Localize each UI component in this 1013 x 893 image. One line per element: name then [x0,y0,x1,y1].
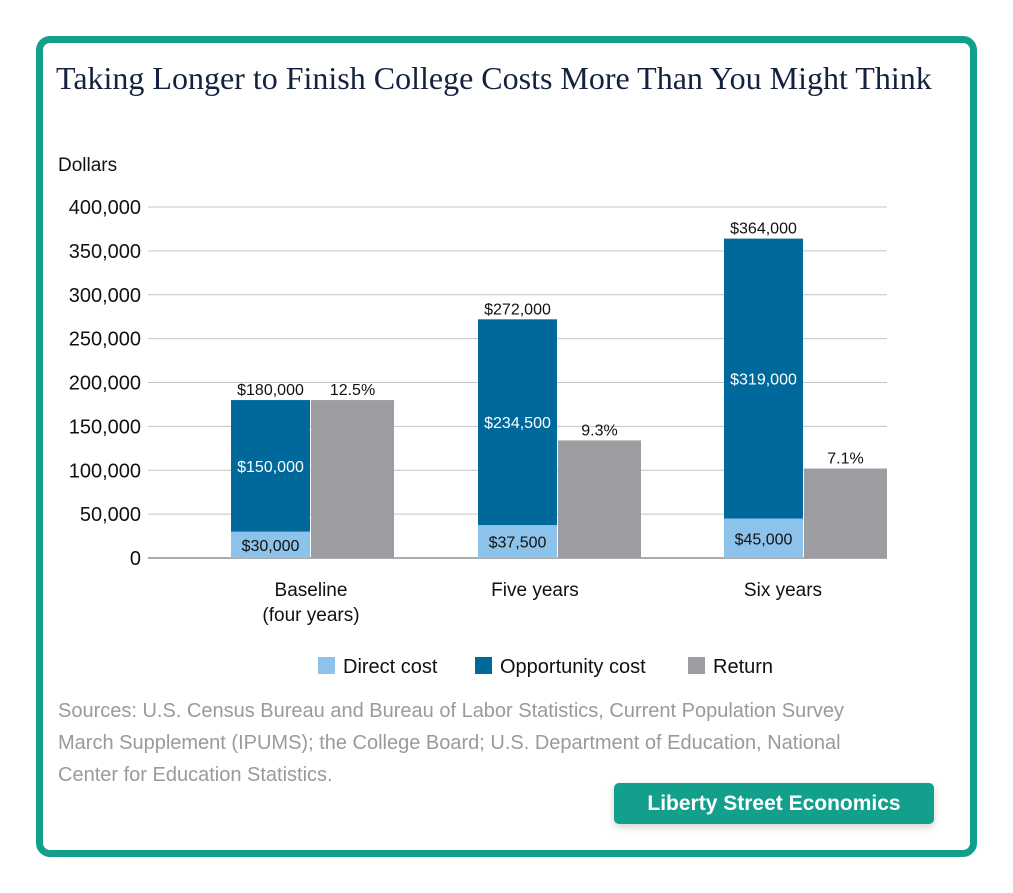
stack-total-label: $180,000 [237,382,304,399]
y-tick-label: 0 [130,548,141,570]
stack-total-label: $364,000 [730,221,797,238]
return-rate-label: 12.5% [330,382,375,399]
bar-opportunity-cost [478,319,557,526]
legend-label: Opportunity cost [500,656,646,678]
brand-badge[interactable]: Liberty Street Economics [614,783,934,824]
bar-return [558,440,641,558]
y-tick-label: 250,000 [69,329,141,351]
y-tick-label: 350,000 [69,241,141,263]
return-rate-label: 9.3% [581,422,617,439]
legend-swatch [475,657,492,674]
bar-direct-cost [724,518,803,558]
x-category-label: Six years [744,580,822,601]
x-category-label: Baseline [275,580,348,601]
x-category-label: (four years) [262,605,359,626]
bar-return [804,468,887,558]
return-rate-label: 7.1% [827,450,863,467]
y-tick-label: 50,000 [80,504,141,526]
direct-cost-label: $45,000 [735,531,793,548]
direct-cost-label: $37,500 [489,535,547,552]
bar-direct-cost [231,531,310,558]
y-tick-label: 200,000 [69,373,141,395]
y-tick-label: 400,000 [69,197,141,219]
legend-label: Return [713,656,773,678]
legend-swatch [688,657,705,674]
bar-opportunity-cost [724,238,803,519]
y-tick-label: 150,000 [69,416,141,438]
bar-return [311,400,394,558]
legend-label: Direct cost [343,656,438,678]
direct-cost-label: $30,000 [242,538,300,555]
legend-swatch [318,657,335,674]
chart-title: Taking Longer to Finish College Costs Mo… [56,60,932,96]
y-tick-label: 300,000 [69,285,141,307]
opportunity-cost-label: $319,000 [730,372,797,389]
opportunity-cost-label: $234,500 [484,415,551,432]
y-tick-label: 100,000 [69,460,141,482]
bar-opportunity-cost [231,400,310,532]
stack-total-label: $272,000 [484,301,551,318]
opportunity-cost-label: $150,000 [237,459,304,476]
bar-direct-cost [478,525,557,558]
x-category-label: Five years [491,580,579,601]
y-axis-title: Dollars [58,155,117,176]
sources-note: Sources: U.S. Census Bureau and Bureau o… [58,700,844,786]
